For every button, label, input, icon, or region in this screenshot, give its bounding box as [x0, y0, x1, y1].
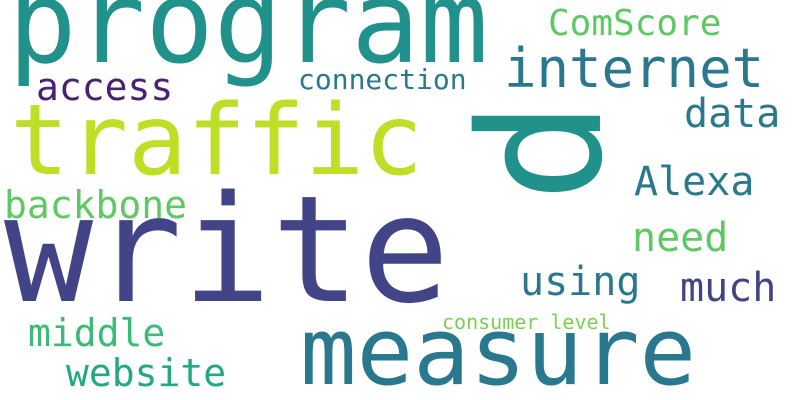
word-middle: middle [28, 311, 166, 355]
word-backbone: backbone [4, 183, 188, 227]
word-internet: internet [504, 37, 765, 100]
word-consumer-level: consumer level [442, 310, 611, 334]
word-need: need [632, 215, 729, 261]
word-program: program [8, 0, 489, 89]
word-write: write [4, 164, 450, 336]
word-traffic: traffic [10, 84, 424, 198]
word-p: p [466, 100, 664, 203]
word-much: much [680, 265, 777, 311]
word-using: using [520, 259, 641, 305]
word-comscore: ComScore [548, 3, 722, 44]
word-access: access [36, 65, 174, 109]
word-data: data [684, 91, 781, 137]
word-website: website [66, 351, 227, 395]
word-connection: connection [298, 63, 467, 96]
word-measure: measure [300, 298, 697, 400]
word-alexa: Alexa [634, 159, 755, 205]
